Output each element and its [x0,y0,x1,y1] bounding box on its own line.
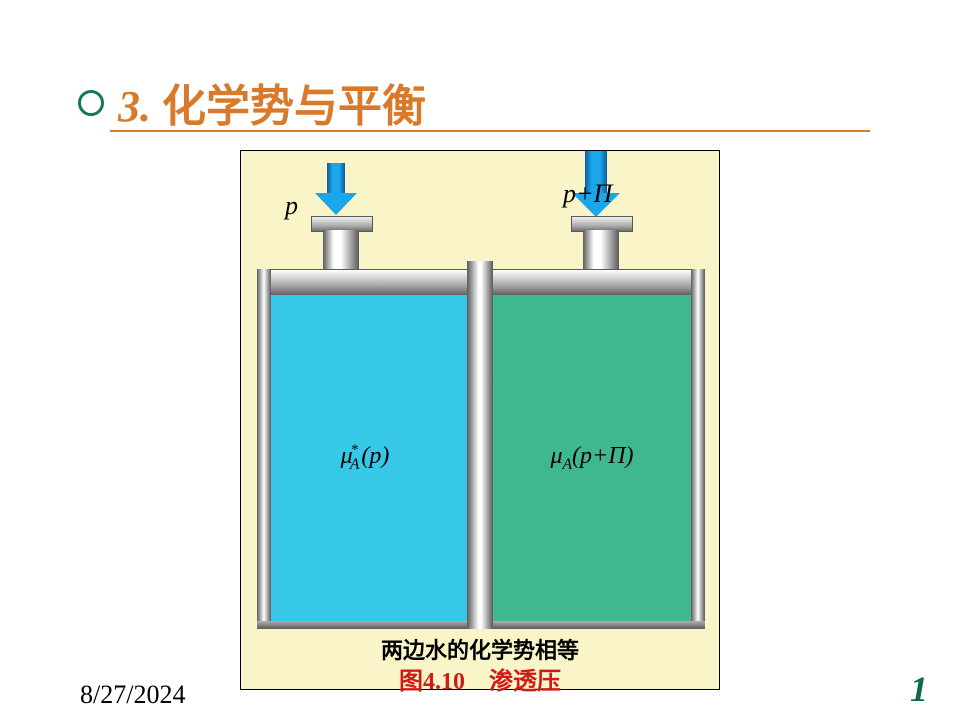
osmotic-pressure-figure: p p+Π μ*A(p) μA(p+Π) 两边水的化学势相等 图4.10 渗透压 [240,150,720,690]
chemical-potential-right: μA(p+Π) [550,443,633,474]
piston-rod-right [583,230,619,272]
slide-title: 3. 化学势与平衡 [118,70,426,134]
pressure-arrow-left [315,163,357,215]
bullet-icon [78,90,104,116]
figure-caption-line2: 图4.10 渗透压 [241,661,719,696]
chemical-potential-left: μ*A(p) [341,442,398,474]
arrow-head-icon [315,193,357,215]
title-underline [110,130,870,132]
title-text: 化学势与平衡 [151,82,426,131]
solution-chamber: μA(p+Π) [493,295,691,621]
slide: 3. 化学势与平衡 p p+Π μ*A(p) μA(p+Π) [0,0,960,720]
container-wall-left [257,269,271,629]
piston-rod-left [323,230,359,272]
pressure-label-right: p+Π [563,179,612,209]
pressure-label-left: p [285,191,298,221]
semipermeable-membrane [467,261,493,629]
pure-solvent-chamber: μ*A(p) [271,295,467,621]
title-number: 3. [118,82,151,131]
arrow-shaft [327,163,345,193]
page-number: 1 [910,668,928,710]
slide-date: 8/27/2024 [80,680,185,710]
container-wall-right [691,269,705,629]
